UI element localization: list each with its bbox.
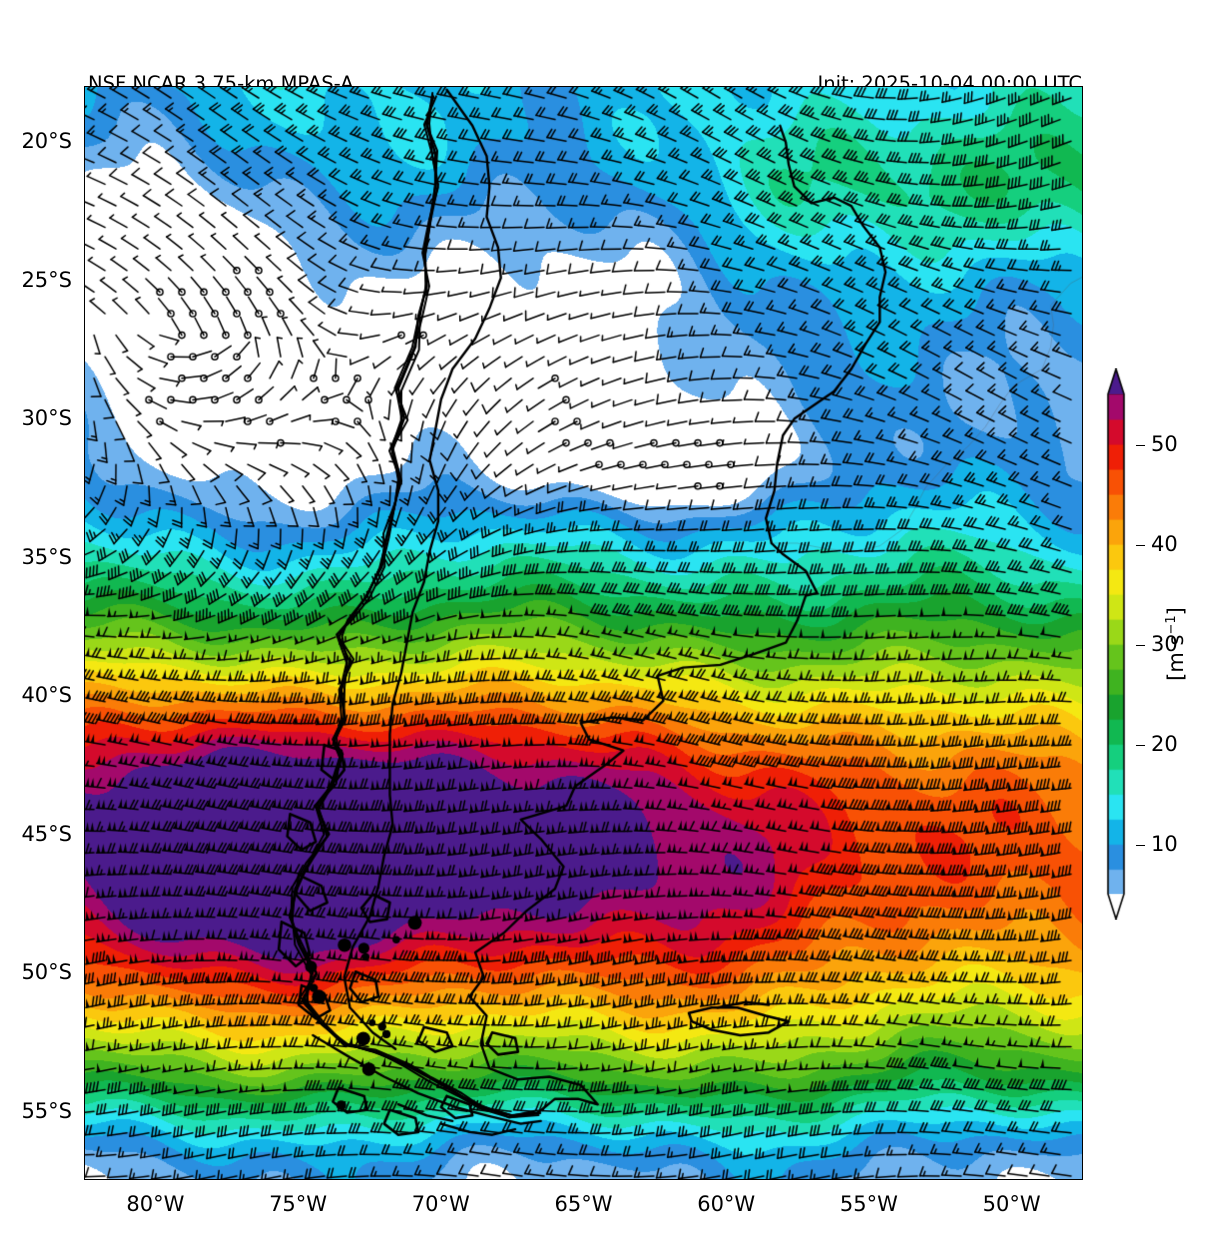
lat-tick-label: 50°S [21,960,72,984]
colorbar-gradient [1104,368,1134,920]
lat-tick-label: 45°S [21,822,72,846]
lon-tick-label: 60°W [697,1192,755,1216]
colorbar: 50 40 30 20 10 [m s−1] [1104,368,1228,920]
lon-tick-label: 80°W [126,1192,184,1216]
colorbar-tick-label: 10 [1151,832,1178,856]
colorbar-tick-mark [1136,845,1145,846]
map-plot-area [84,86,1083,1180]
colorbar-tick-label: 50 [1151,432,1178,456]
colorbar-tick: 40 [1136,532,1178,556]
colorbar-units-post: ] [1164,607,1188,615]
lon-tick-label: 65°W [555,1192,613,1216]
lat-tick-label: 25°S [21,268,72,292]
lon-tick-label: 50°W [983,1192,1041,1216]
colorbar-units-exponent: −1 [1164,615,1179,634]
lat-tick-label: 35°S [21,545,72,569]
lat-tick-label: 20°S [21,129,72,153]
colorbar-units-label: [m s−1] [1164,607,1188,681]
colorbar-tick-mark [1136,645,1145,646]
lat-tick-label: 55°S [21,1099,72,1123]
lon-tick-label: 75°W [269,1192,327,1216]
colorbar-units-pre: [m s [1164,635,1188,681]
colorbar-tick-label: 20 [1151,732,1178,756]
colorbar-tick: 20 [1136,732,1178,756]
colorbar-tick-mark [1136,745,1145,746]
lon-tick-label: 70°W [412,1192,470,1216]
colorbar-tick-label: 40 [1151,532,1178,556]
colorbar-tick: 50 [1136,432,1178,456]
colorbar-tick-mark [1136,545,1145,546]
colorbar-tick: 10 [1136,832,1178,856]
lat-tick-label: 30°S [21,406,72,430]
lon-tick-label: 55°W [840,1192,898,1216]
wind-speed-map-canvas [85,87,1082,1179]
colorbar-tick-mark [1136,445,1145,446]
lat-tick-label: 40°S [21,683,72,707]
